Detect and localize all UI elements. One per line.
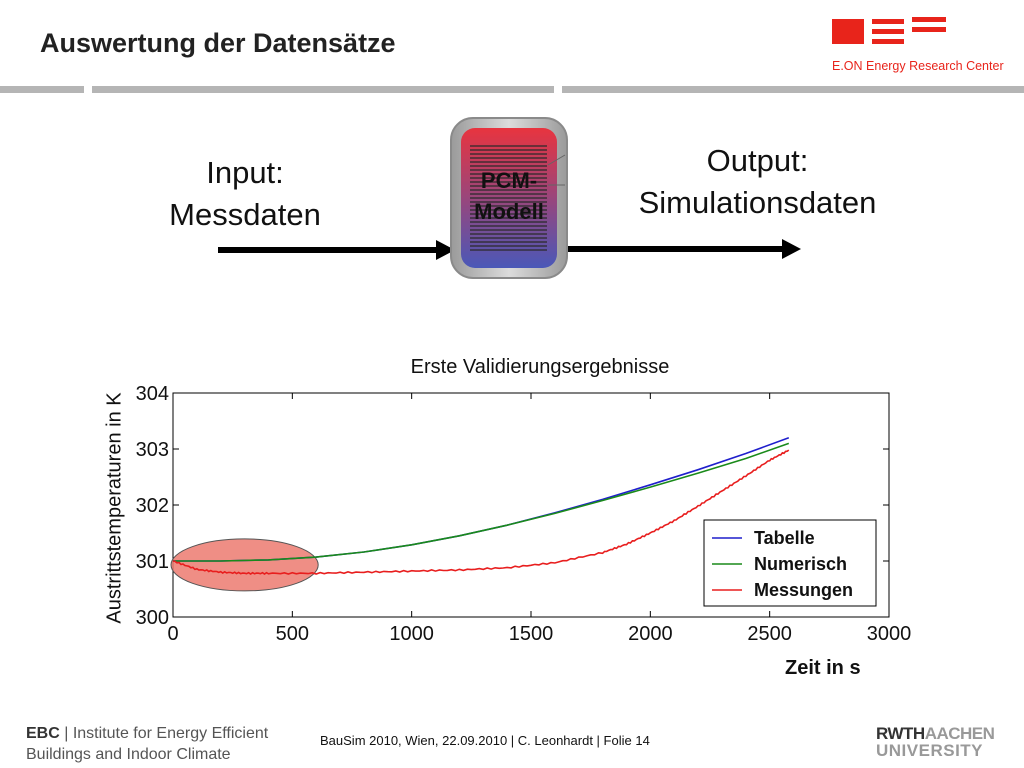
y-tick-label: 300 [136,607,169,629]
pcm-connector-lines [547,154,566,186]
y-tick-label: 304 [136,383,169,405]
legend-box [703,519,877,607]
institute-short: EBC [26,725,60,742]
legend-label: Numerisch [754,554,847,574]
header-divider [0,86,84,93]
legend-label: Messungen [754,580,853,600]
pcm-label-line2: Modell [474,199,544,224]
validation-chart: Erste Validierungsergebnisse Austrittste… [90,350,930,690]
pcm-model-label: PCM- Modell [450,165,568,227]
output-arrow [566,239,801,259]
y-tick-label: 303 [136,439,169,461]
input-label: Input: Messdaten [150,152,340,236]
output-label-line2: Simulationsdaten [638,185,877,220]
input-label-line1: Input: [206,155,284,190]
logo-company-name: E.ON Energy Research Center [832,59,1004,73]
slide-title: Auswertung der Datensätze [40,28,396,58]
logo-bar [872,39,904,44]
chart-plot: 0 500 1000 1500 2000 2500 3000 300 301 302 303 304 T… [136,383,912,645]
institute-name-line2: Buildings and Indoor Climate [26,746,231,763]
rwth-part2: AACHEN [924,724,995,743]
rwth-logo: RWTHAACHEN UNIVERSITY [876,724,995,760]
series-line-numerisch [173,442,790,562]
x-tick-label: 500 [276,623,309,645]
process-diagram [218,117,801,279]
logo-red-square [832,19,864,44]
institute-line1: EBC | Institute for Energy Efficient [26,725,269,742]
logo-bar [912,27,946,32]
legend-label: Tabelle [754,528,815,548]
x-tick-label: 1000 [389,623,434,645]
rwth-university: UNIVERSITY [876,741,984,760]
logo-bar [872,19,904,24]
output-label: Output: Simulationsdaten [605,140,910,224]
x-tick-label: 2000 [628,623,673,645]
y-tick-label: 301 [136,551,169,573]
series-line-messungen [172,449,790,575]
x-tick-label: 1500 [509,623,554,645]
output-label-line1: Output: [706,143,809,178]
x-axis-label: Zeit in s [785,657,861,679]
logo-bar [872,29,904,34]
y-tick-label: 302 [136,495,169,517]
rwth-part1: RWTH [876,724,925,743]
x-tick-label: 2500 [747,623,792,645]
institute-name-line1: Institute for Energy Efficient [72,725,269,742]
input-arrow [218,240,455,260]
footer-citation: BauSim 2010, Wien, 22.09.2010 | C. Leonh… [320,733,650,748]
header-divider [92,86,554,93]
pcm-module-stripes [470,145,547,251]
header-divider [562,86,1024,93]
institute-logo: EBC | Institute for Energy Efficient Bui… [26,723,268,765]
x-tick-label: 3000 [867,623,912,645]
logo-bar [912,17,946,22]
chart-title: Erste Validierungsergebnisse [410,356,670,378]
eon-erc-logo: E.ON Energy Research Center [832,16,1004,76]
pcm-label-line1: PCM- [480,168,538,193]
highlight-ellipse [170,538,319,592]
input-label-line2: Messdaten [169,197,321,232]
x-tick-label: 0 [167,623,178,645]
